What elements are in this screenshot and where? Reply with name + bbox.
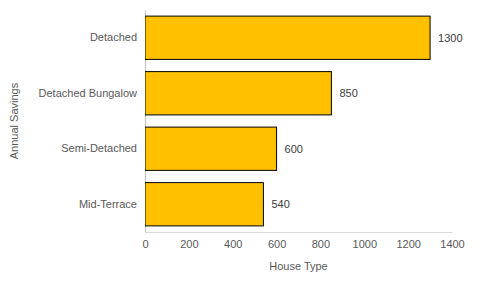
x-tick-label: 1400 <box>440 238 464 250</box>
x-tick-label: 200 <box>180 238 198 250</box>
y-tick: Mid-Terrace <box>79 198 145 210</box>
data-label: 850 <box>339 87 357 99</box>
x-tick-label: 0 <box>142 238 148 250</box>
x-tick: 200 <box>180 232 198 250</box>
x-tick-label: 1000 <box>353 238 377 250</box>
x-axis: 0 200 400 600 800 1000 1200 1400 <box>142 232 464 250</box>
x-tick-label: 1200 <box>396 238 420 250</box>
y-tick: Detached <box>90 31 145 43</box>
x-tick: 1200 <box>396 232 420 250</box>
x-tick: 1400 <box>440 232 464 250</box>
x-axis-title: House Type <box>269 260 328 272</box>
data-label: 540 <box>271 198 289 210</box>
y-axis: Detached Detached Bungalow Semi-Detached Mi… <box>39 11 146 233</box>
bar <box>145 183 263 226</box>
x-tick: 600 <box>268 232 286 250</box>
bar <box>145 16 430 59</box>
plot-area: 0200400600800100012001400DetachedDetache… <box>39 11 465 250</box>
y-tick: Detached Bungalow <box>39 87 145 99</box>
x-tick: 1000 <box>353 232 377 250</box>
y-tick-label: Mid-Terrace <box>79 198 137 210</box>
x-axis-line <box>146 232 453 233</box>
bar <box>145 72 331 115</box>
bar <box>145 127 277 170</box>
x-tick-label: 800 <box>312 238 330 250</box>
data-labels: 1300 850 600 540 <box>271 32 462 211</box>
x-tick: 0 <box>142 232 148 250</box>
y-tick-label: Detached Bungalow <box>39 87 138 99</box>
y-tick-label: Detached <box>90 31 137 43</box>
y-tick: Semi-Detached <box>61 142 145 154</box>
x-tick: 800 <box>312 232 330 250</box>
y-tick-label: Semi-Detached <box>61 142 137 154</box>
bars <box>145 16 430 226</box>
data-label: 600 <box>285 143 303 155</box>
chart: 0200400600800100012001400DetachedDetache… <box>0 0 480 288</box>
data-label: 1300 <box>438 32 462 44</box>
y-axis-title: Annual Savings <box>8 82 20 159</box>
x-tick-label: 400 <box>224 238 242 250</box>
x-tick-label: 600 <box>268 238 286 250</box>
x-tick: 400 <box>224 232 242 250</box>
